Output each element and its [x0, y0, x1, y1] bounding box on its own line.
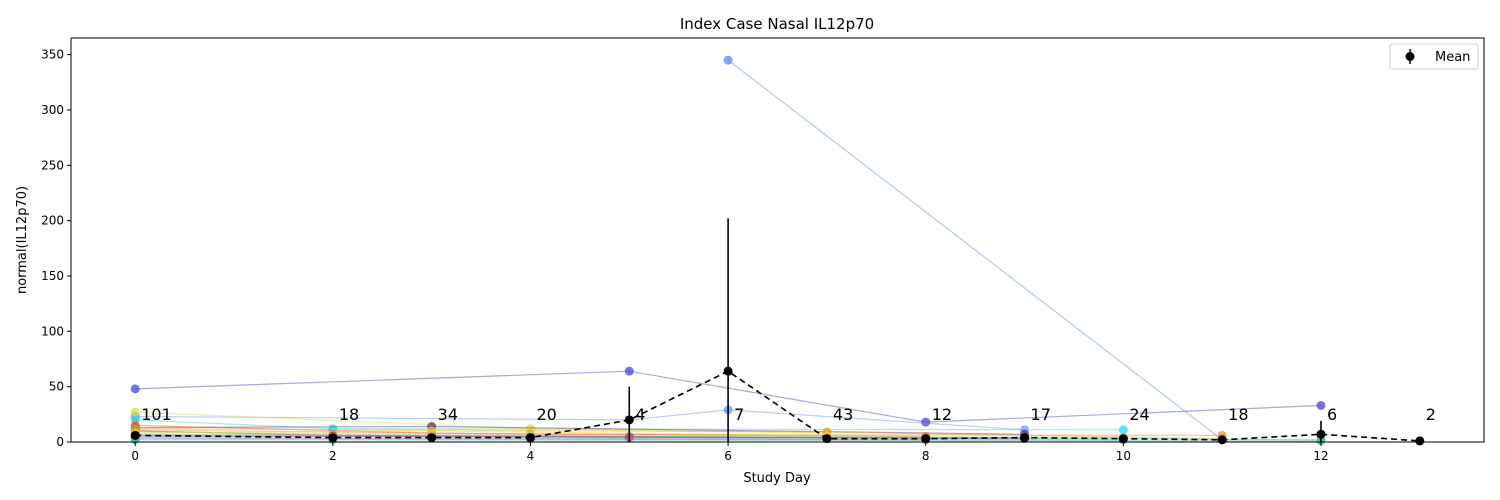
legend-entry-mean: Mean: [1435, 50, 1470, 65]
legend-box: [1389, 43, 1479, 70]
x-tick-label-0: 0: [131, 449, 139, 463]
mean-point-0: [130, 430, 140, 440]
y-tick-label-6: 300: [41, 103, 64, 117]
count-label-5: 7: [734, 405, 744, 424]
mean-point-10: [1217, 435, 1227, 445]
y-axis-label: normal(IL12p70): [15, 186, 30, 294]
mean-point-1: [328, 433, 338, 443]
chart-title: Index Case Nasal IL12p70: [680, 15, 874, 33]
subject-point-0-0: [130, 384, 140, 394]
count-label-10: 18: [1228, 405, 1248, 424]
plot-frame: [70, 37, 1485, 443]
x-tick-label-6: 12: [1313, 449, 1328, 463]
x-tick-label-5: 10: [1116, 449, 1131, 463]
subject-point-1-0: [723, 55, 733, 65]
subject-point-3-1: [328, 424, 338, 434]
y-axis: 0 50 100 150 200 250 300 350: [41, 48, 71, 449]
subject-point-4-0: [130, 407, 140, 417]
subject-point-0-2: [921, 417, 931, 427]
y-tick-label-5: 250: [41, 158, 64, 172]
y-tick-label-3: 150: [41, 269, 64, 283]
subject-point-15-1: [427, 426, 437, 436]
count-label-1: 18: [339, 405, 359, 424]
mean-point-12: [1415, 436, 1425, 446]
mean-point-7: [921, 434, 931, 444]
mean-point-6: [822, 434, 832, 444]
count-label-3: 20: [536, 405, 556, 424]
count-label-6: 43: [833, 405, 853, 424]
legend: Mean: [1389, 43, 1479, 70]
mean-point-5: [723, 366, 733, 376]
count-label-0: 101: [141, 405, 172, 424]
subject-point-0-3: [1316, 400, 1326, 410]
mean-series-layer: [130, 218, 1425, 446]
mean-point-8: [1020, 433, 1030, 443]
subject-point-3-2: [1118, 425, 1128, 435]
y-tick-label-0: 0: [56, 435, 64, 449]
x-axis: 0 2 4 6 8 10 12: [131, 442, 1329, 463]
x-tick-label-4: 8: [922, 449, 930, 463]
y-tick-label-4: 200: [41, 214, 64, 228]
count-label-11: 6: [1327, 405, 1337, 424]
subject-point-0-1: [624, 366, 634, 376]
y-tick-label-7: 350: [41, 48, 64, 62]
mean-point-9: [1118, 434, 1128, 444]
legend-mean-marker: [1405, 52, 1415, 61]
mean-point-11: [1316, 429, 1326, 439]
y-tick-label-1: 50: [49, 380, 64, 394]
count-label-7: 12: [932, 405, 952, 424]
subject-line-2: [135, 409, 1025, 431]
x-tick-label-3: 6: [724, 449, 732, 463]
count-label-9: 24: [1129, 405, 1149, 424]
count-label-4: 4: [635, 405, 645, 424]
x-tick-label-1: 2: [329, 449, 337, 463]
x-axis-label: Study Day: [743, 471, 811, 486]
y-tick-label-2: 100: [41, 324, 64, 338]
subject-line-0: [135, 370, 1322, 423]
count-label-2: 34: [438, 405, 458, 424]
count-label-12: 2: [1426, 405, 1436, 424]
mean-point-2: [427, 433, 437, 443]
x-tick-label-2: 4: [527, 449, 535, 463]
count-label-8: 17: [1031, 405, 1051, 424]
mean-point-4: [624, 415, 634, 425]
mean-point-3: [525, 433, 535, 443]
count-labels-layer: 101 18 34 20 4 7 43 12 17 24 18 6 2: [141, 405, 1436, 424]
subject-line-1: [727, 59, 1223, 441]
